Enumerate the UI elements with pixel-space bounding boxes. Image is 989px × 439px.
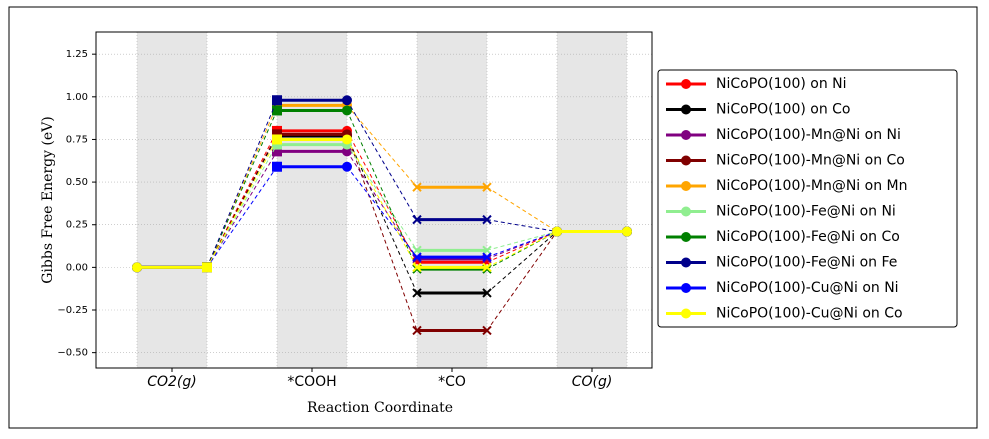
plot (132, 95, 632, 336)
y-tick-label: 1.25 (66, 49, 88, 60)
y-tick-label: 0.50 (66, 177, 88, 188)
connector (346, 144, 418, 251)
marker (412, 325, 422, 336)
x-tick-label: *CO (438, 374, 466, 390)
legend-marker (681, 257, 691, 268)
marker (482, 262, 492, 273)
legend-marker (681, 104, 691, 115)
connector (346, 110, 418, 270)
state-band (417, 32, 487, 368)
legend-label: NiCoPO(100) on Ni (716, 76, 847, 92)
connector (346, 166, 418, 258)
plot-frame (95, 31, 653, 369)
connector (206, 139, 278, 268)
state-band (277, 32, 347, 368)
legend: NiCoPO(100) on Ni NiCoPO(100) on Co NiCoPO… (666, 76, 907, 322)
legend-marker (681, 130, 691, 140)
x-tick-label: CO(g) (572, 374, 613, 390)
marker (622, 226, 632, 237)
y-axis-label: Gibbs Free Energy (eV) (40, 116, 56, 284)
marker (412, 288, 422, 298)
y-tick-label: 0.00 (66, 262, 88, 273)
state-band (557, 32, 627, 368)
y-tick-label: 1.00 (66, 92, 88, 103)
connector (346, 130, 418, 263)
marker (552, 226, 562, 237)
marker (412, 182, 422, 192)
marker (132, 262, 142, 273)
marker (272, 100, 282, 111)
legend-label: NiCoPO(100)-Mn@Ni on Mn (716, 178, 907, 194)
legend-label: NiCoPO(100)-Fe@Ni on Co (716, 229, 900, 245)
legend-marker (681, 232, 691, 242)
marker (412, 214, 422, 225)
legend-label: NiCoPO(100)-Mn@Ni on Co (716, 153, 905, 169)
marker (412, 262, 422, 273)
state-band (137, 32, 207, 368)
bands (137, 32, 627, 368)
connector (206, 110, 278, 268)
legend-marker (681, 206, 691, 217)
series (132, 134, 632, 273)
legend-label: NiCoPO(100)-Mn@Ni on Ni (716, 127, 901, 143)
legend-label: NiCoPO(100) on Co (716, 102, 851, 118)
legend-marker (681, 283, 691, 293)
connector (486, 231, 558, 331)
marker (272, 161, 282, 172)
connector (346, 105, 418, 188)
marker (272, 139, 282, 150)
legend-label: NiCoPO(100)-Fe@Ni on Ni (716, 204, 896, 220)
legend-marker (681, 79, 691, 89)
y-tick-label: 0.75 (66, 134, 88, 145)
x-tick-label: *COOH (287, 374, 336, 390)
connector (486, 231, 558, 294)
marker (482, 245, 492, 256)
grid (96, 32, 652, 368)
connector (486, 219, 558, 233)
marker (412, 245, 422, 256)
y-tick-label: 0.25 (66, 220, 88, 231)
connector (486, 231, 558, 263)
connector (206, 130, 278, 268)
marker (272, 146, 282, 157)
legend-box (657, 69, 958, 328)
legend-marker (681, 308, 691, 319)
connector (206, 151, 278, 268)
connector (486, 231, 558, 260)
marker (482, 214, 492, 225)
x-tick-label: CO2(g) (147, 374, 197, 390)
marker (412, 252, 422, 262)
connector (486, 231, 558, 251)
legend-label: NiCoPO(100)-Fe@Ni on Fe (716, 255, 897, 271)
y-tick-label: −0.25 (57, 305, 88, 316)
legend-label: NiCoPO(100)-Cu@Ni on Ni (716, 280, 899, 296)
y-tick-label: −0.50 (57, 348, 88, 359)
legend-marker (681, 155, 691, 166)
marker (272, 134, 282, 145)
legend-marker (681, 181, 691, 191)
marker (272, 129, 282, 140)
connector (486, 231, 558, 268)
x-axis-label: Reaction Coordinate (307, 400, 453, 416)
connector (206, 100, 278, 268)
connector (346, 99, 418, 220)
marker (482, 182, 492, 192)
legend-label: NiCoPO(100)-Cu@Ni on Co (716, 306, 903, 322)
connector (346, 139, 418, 268)
connector (346, 151, 418, 260)
marker (272, 105, 282, 116)
connector (486, 231, 558, 258)
marker (272, 95, 282, 106)
